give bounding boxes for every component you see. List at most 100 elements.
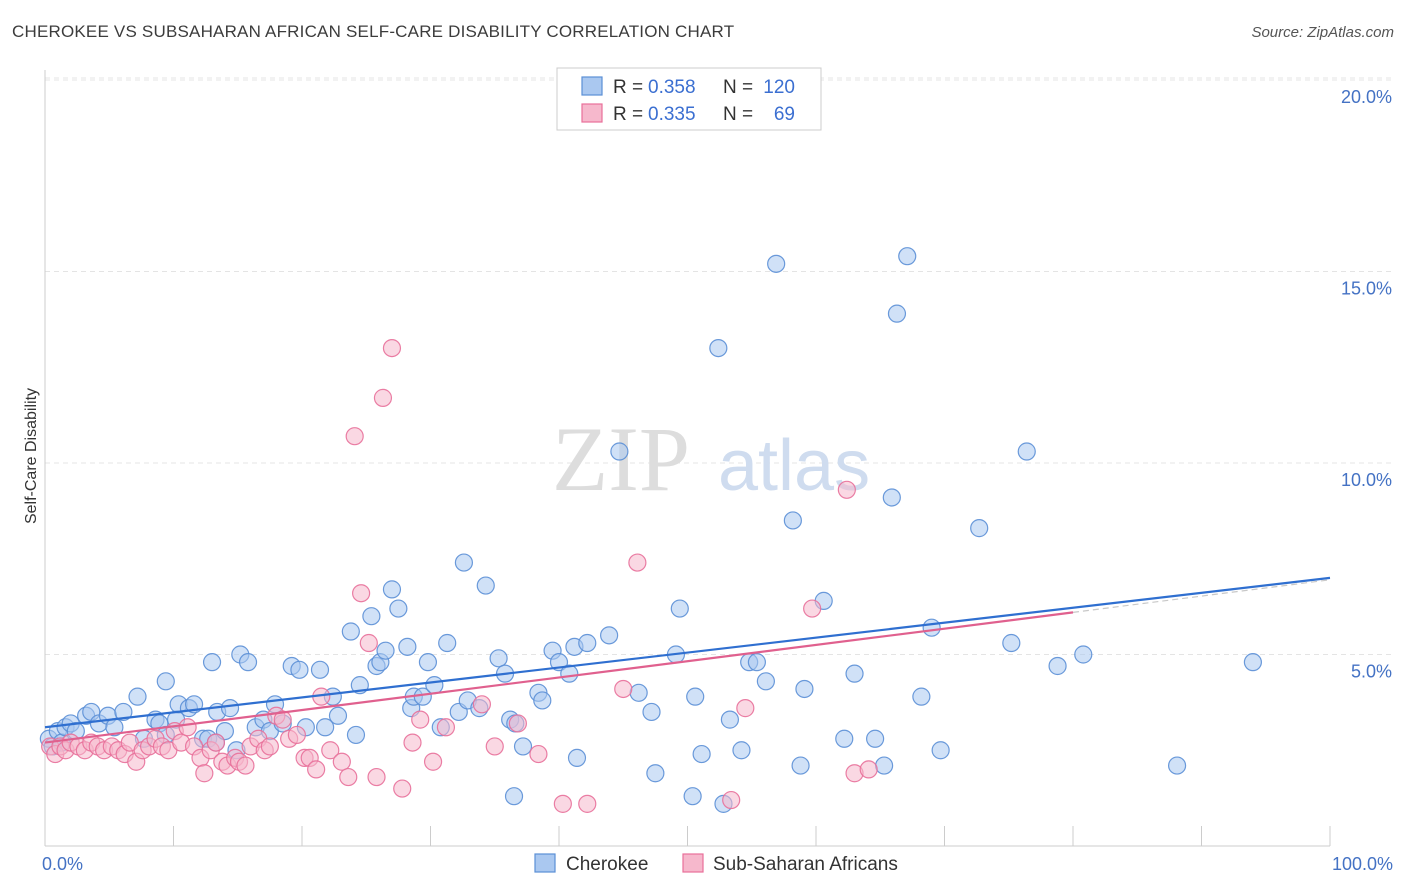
- y-tick-label-0: 5.0%: [1351, 662, 1392, 682]
- legend-n-label-1: N =: [723, 77, 753, 98]
- legend-r-value-2: 0.335: [648, 104, 696, 125]
- points-blue-point-88: [683, 787, 702, 806]
- points-blue-point-74: [533, 691, 552, 710]
- points-blue-point-99: [783, 511, 802, 530]
- points-blue-point-96: [747, 653, 766, 672]
- points-blue-point-77: [560, 664, 579, 683]
- legend-r-value-1: 0.358: [648, 77, 696, 98]
- points-blue-point-111: [922, 618, 941, 637]
- points-blue-point-101: [795, 679, 814, 699]
- points-blue-point-52: [382, 580, 402, 599]
- points-blue-point-106: [875, 756, 894, 775]
- points-pink-point-40: [287, 725, 306, 745]
- points-blue-point-83: [629, 683, 648, 702]
- points-blue-point-112: [931, 741, 950, 760]
- bottom-legend-subsaharan: Sub-Saharan Africans: [713, 854, 898, 875]
- points-pink-point-69: [803, 599, 822, 618]
- points-blue-point-84: [642, 702, 661, 722]
- points-blue-point-61: [438, 633, 457, 653]
- points-pink-point-49: [352, 584, 371, 603]
- points-blue-point-94: [732, 741, 751, 760]
- points-blue-point-29: [220, 699, 240, 718]
- trend-lines: [44, 576, 1331, 744]
- points-blue-point-89: [686, 687, 705, 706]
- points-blue-point-45: [341, 622, 360, 641]
- points-blue-point-51: [376, 641, 395, 660]
- legend-n-value-2: 69: [774, 104, 795, 125]
- legend-swatch-subsaharan: [581, 103, 603, 123]
- points-pink-point-70: [837, 480, 856, 499]
- tick-labels: 5.0% 10.0% 15.0% 20.0% 0.0% 100.0%: [42, 87, 1393, 874]
- points-blue-point-97: [756, 672, 775, 691]
- legend-swatch-cherokee: [581, 76, 603, 96]
- source-credit: Source: ZipAtlas.com: [1251, 24, 1394, 41]
- points-pink-point-43: [307, 760, 326, 779]
- points-pink-point-51: [367, 767, 386, 787]
- points-blue-point-117: [1074, 645, 1093, 664]
- points-blue-point-119: [1243, 653, 1263, 672]
- points-blue-point-67: [489, 649, 508, 668]
- points-pink-point-25: [195, 764, 214, 783]
- points-pink-point-65: [614, 679, 633, 699]
- gridlines: [45, 77, 1392, 655]
- points-pink-point-22: [178, 718, 197, 737]
- points-blue-point-103: [835, 729, 854, 748]
- points-blue-point-82: [610, 442, 629, 461]
- points-pink-point-48: [345, 427, 364, 446]
- points-pink-point-47: [339, 767, 358, 787]
- points-blue-point-115: [1017, 442, 1036, 461]
- points-pink-point-56: [411, 710, 430, 729]
- y-axis-label: Self-Care Disability: [23, 388, 40, 524]
- y-tick-label-1: 10.0%: [1341, 470, 1392, 490]
- points-blue-point-91: [709, 339, 728, 358]
- points-pink-point-64: [578, 794, 597, 813]
- points-blue-point-108: [887, 304, 907, 323]
- points-pink-point-59: [472, 695, 491, 714]
- points-blue-point-12: [114, 702, 133, 722]
- x-tick-label-0: 0.0%: [42, 854, 83, 874]
- points-blue-point-80: [578, 633, 597, 653]
- points-blue-point-25: [202, 653, 222, 672]
- points-blue-point-53: [389, 599, 408, 618]
- points-pink-point-36: [260, 737, 279, 756]
- points-blue-point-13: [128, 687, 147, 706]
- points-blue-point-58: [418, 653, 438, 672]
- points-pink-point-62: [529, 744, 548, 764]
- points-pink-point-67: [722, 790, 741, 810]
- axes: [44, 70, 1331, 847]
- points-pink-point-68: [736, 699, 755, 718]
- points-blue-point-46: [346, 725, 366, 745]
- legend-box: R = 0.358 N = 120 R = 0.335 N = 69: [556, 67, 822, 131]
- bottom-legend-swatch-cherokee: [534, 853, 556, 873]
- points-pink-point-55: [403, 733, 422, 752]
- bottom-legend-cherokee: Cherokee: [566, 854, 648, 875]
- points-blue-point-18: [156, 672, 175, 691]
- points-blue-point-104: [845, 664, 864, 683]
- points-blue-point-85: [646, 764, 665, 783]
- legend-n-value-1: 120: [763, 77, 795, 98]
- points-blue-point-113: [970, 519, 989, 538]
- points-pink-point-32: [236, 756, 255, 775]
- y-tick-label-2: 15.0%: [1341, 279, 1392, 299]
- points-blue-point-48: [362, 607, 381, 626]
- points-blue-point-107: [882, 488, 901, 507]
- points-pink-point-27: [206, 733, 226, 752]
- points-blue-point-72: [504, 787, 524, 806]
- points-blue-point-71: [513, 737, 533, 756]
- points-pink-point-61: [508, 714, 527, 733]
- points-blue-point-32: [238, 653, 258, 672]
- trend-line-subsaharan-extension: [1072, 579, 1331, 613]
- points-blue-point-118: [1167, 756, 1187, 775]
- points-pink-point-54: [393, 779, 412, 798]
- points-blue-point-81: [600, 626, 619, 645]
- points-pink-point-72: [859, 760, 878, 779]
- bottom-legend-swatch-subsaharan: [682, 853, 704, 873]
- points-pink-point-45: [321, 741, 340, 760]
- cherokee-points: [39, 247, 1263, 813]
- bottom-legend: Cherokee Sub-Saharan Africans: [534, 853, 898, 875]
- points-blue-point-93: [720, 710, 740, 729]
- points-blue-point-105: [866, 729, 885, 748]
- watermark: ZIP atlas: [552, 408, 870, 510]
- points-pink-point-38: [273, 710, 292, 729]
